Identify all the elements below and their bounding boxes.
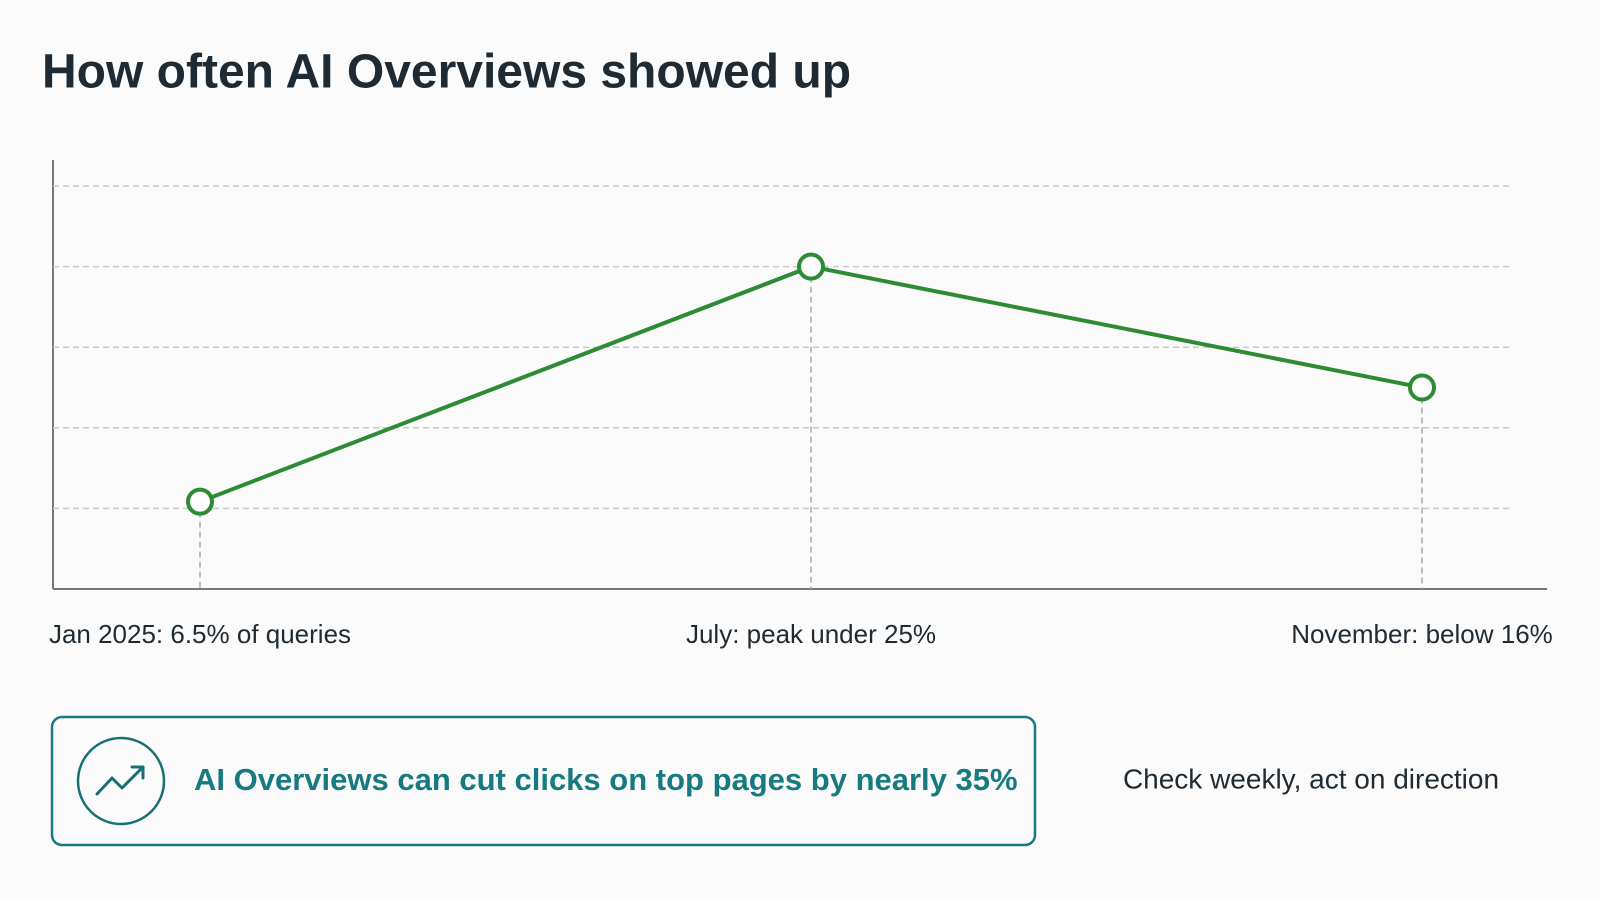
trend-icon (76, 736, 166, 826)
trend-icon-line (95, 765, 145, 796)
point (1408, 373, 1436, 402)
x-tick-label: July: peak under 25% (686, 619, 936, 649)
chart-title: How often AI Overviews showed up (42, 46, 851, 99)
point (186, 487, 214, 516)
x-tick-label: November: below 16% (1291, 619, 1553, 649)
x-tick-label: Jan 2025: 6.5% of queries (49, 619, 351, 649)
point (797, 252, 825, 281)
callout-text: AI Overviews can cut clicks on top pages… (194, 762, 1018, 797)
trend-icon-arrow (130, 765, 145, 780)
note-text: Check weekly, act on direction (1123, 763, 1499, 794)
callout-box (50, 715, 1037, 847)
